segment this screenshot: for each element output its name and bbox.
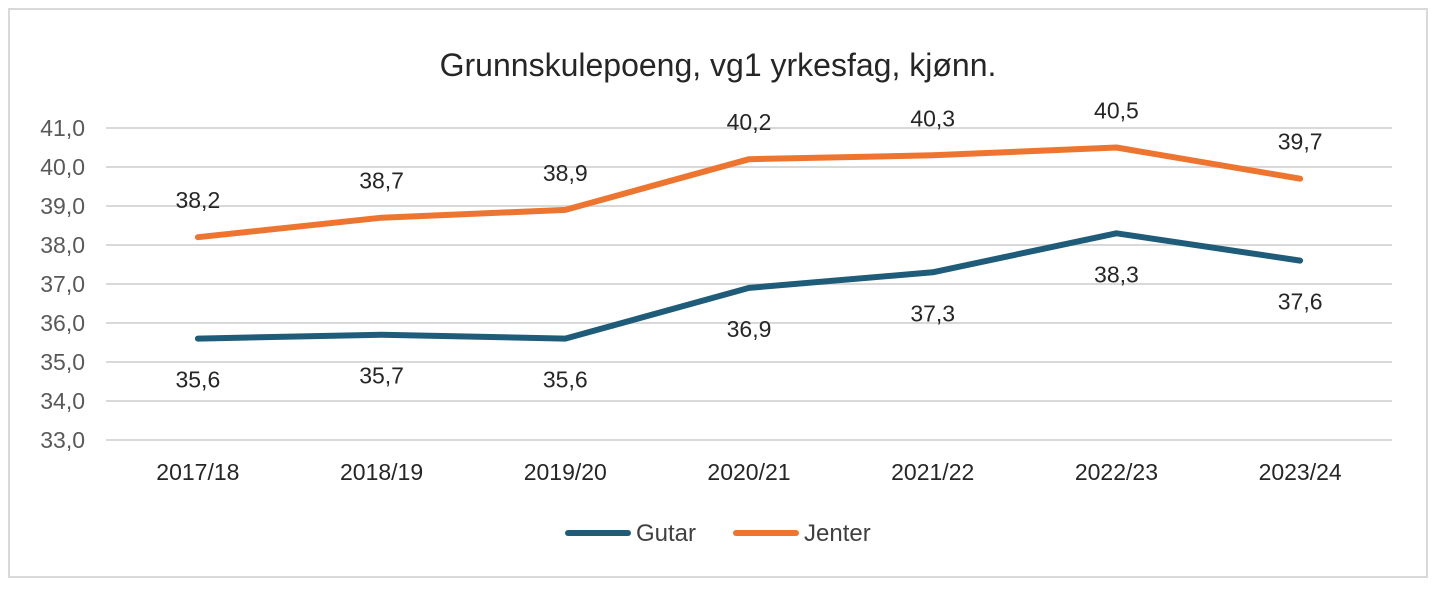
data-label-gutar: 35,7 bbox=[359, 363, 404, 389]
chart-title: Grunnskulepoeng, vg1 yrkesfag, kjønn. bbox=[440, 47, 997, 83]
data-label-gutar: 35,6 bbox=[543, 367, 588, 393]
data-label-gutar: 37,3 bbox=[910, 300, 955, 326]
y-tick-label: 35,0 bbox=[40, 349, 85, 375]
data-label-gutar: 36,9 bbox=[727, 316, 772, 342]
x-tick-label: 2021/22 bbox=[891, 459, 974, 485]
x-tick-label: 2023/24 bbox=[1259, 459, 1342, 485]
y-tick-label: 34,0 bbox=[40, 388, 85, 414]
data-label-jenter: 40,3 bbox=[910, 105, 955, 131]
series-lines bbox=[194, 144, 1304, 342]
data-label-gutar: 38,3 bbox=[1094, 261, 1139, 287]
data-labels: 35,6 35,7 35,6 36,9 37,3 38,3 37,6 38,2 38,7 38,9… bbox=[175, 98, 1322, 393]
series-line-gutar bbox=[194, 230, 1304, 342]
data-label-jenter: 40,5 bbox=[1094, 98, 1139, 124]
data-label-jenter: 38,2 bbox=[175, 187, 220, 213]
data-label-gutar: 37,6 bbox=[1278, 289, 1323, 315]
chart-frame bbox=[8, 8, 1428, 578]
data-label-jenter: 38,7 bbox=[359, 168, 404, 194]
x-axis-ticks: 2017/18 2018/19 2019/20 2020/21 2021/22 2022/… bbox=[156, 459, 1342, 485]
x-tick-label: 2019/20 bbox=[524, 459, 607, 485]
x-tick-label: 2018/19 bbox=[340, 459, 423, 485]
data-label-gutar: 35,6 bbox=[175, 367, 220, 393]
x-tick-label: 2017/18 bbox=[156, 459, 239, 485]
x-tick-label: 2020/21 bbox=[707, 459, 790, 485]
y-tick-label: 36,0 bbox=[40, 310, 85, 336]
data-label-jenter: 38,9 bbox=[543, 160, 588, 186]
series-line-jenter bbox=[194, 144, 1304, 241]
legend: Gutar Jenter bbox=[565, 520, 871, 547]
y-tick-label: 40,0 bbox=[40, 154, 85, 180]
y-tick-label: 39,0 bbox=[40, 193, 85, 219]
data-label-jenter: 40,2 bbox=[727, 109, 772, 135]
y-tick-label: 41,0 bbox=[40, 115, 85, 141]
legend-label-gutar: Gutar bbox=[636, 520, 696, 547]
y-tick-label: 38,0 bbox=[40, 232, 85, 258]
legend-label-jenter: Jenter bbox=[804, 520, 871, 547]
y-axis-ticks: 33,0 34,0 35,0 36,0 37,0 38,0 39,0 40,0 41,0 bbox=[40, 115, 85, 453]
y-tick-label: 33,0 bbox=[40, 427, 85, 453]
x-tick-label: 2022/23 bbox=[1075, 459, 1158, 485]
data-label-jenter: 39,7 bbox=[1278, 129, 1323, 155]
y-tick-label: 37,0 bbox=[40, 271, 85, 297]
gridlines bbox=[106, 127, 1392, 441]
